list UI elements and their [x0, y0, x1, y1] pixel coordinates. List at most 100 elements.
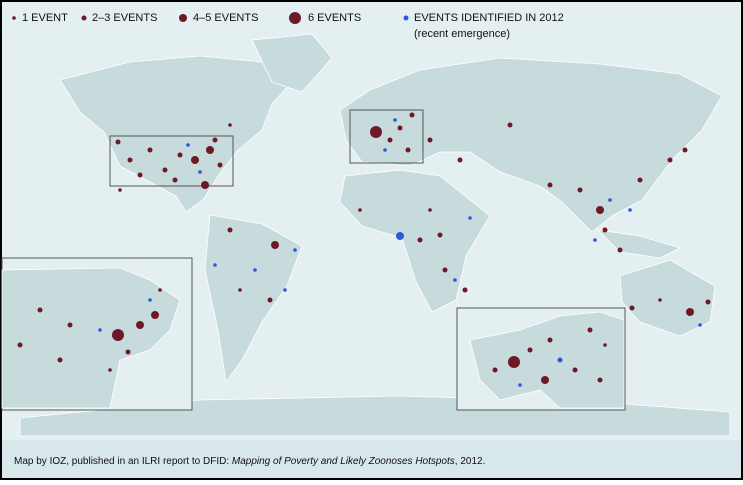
event-dot	[527, 347, 533, 353]
event-dot	[453, 278, 457, 282]
event-dot	[417, 237, 423, 243]
event-dot	[147, 147, 153, 153]
event-dot	[57, 357, 63, 363]
event-dot	[603, 343, 607, 347]
event-dot	[227, 227, 233, 233]
caption-bar	[2, 440, 741, 478]
legend-note: (recent emergence)	[414, 28, 510, 40]
event-dot	[148, 298, 152, 302]
event-dot	[358, 208, 362, 212]
event-dot	[596, 206, 604, 214]
event-dot	[593, 238, 597, 242]
event-dot	[457, 157, 463, 163]
event-dot	[118, 188, 122, 192]
event-dot	[698, 323, 702, 327]
event-dot	[253, 268, 257, 272]
caption-suffix: , 2012.	[455, 456, 486, 467]
event-dot	[198, 170, 202, 174]
caption: Map by IOZ, published in an ILRI report …	[14, 456, 485, 467]
event-dot	[37, 307, 43, 313]
event-dot	[597, 377, 603, 383]
greenland	[251, 33, 333, 93]
event-dot	[628, 208, 632, 212]
caption-prefix: Map by IOZ, published in an ILRI report …	[14, 456, 232, 467]
event-dot	[238, 288, 242, 292]
legend-dot	[12, 16, 16, 20]
event-dot	[428, 208, 432, 212]
legend: 1 EVENT 2–3 EVENTS 4–5 EVENTS 6 EVENTS E…	[12, 12, 564, 40]
event-dot	[293, 248, 297, 252]
event-dot	[617, 247, 623, 253]
event-dot	[67, 322, 73, 328]
event-dot	[397, 125, 403, 131]
event-dot	[508, 356, 520, 368]
event-dot	[682, 147, 688, 153]
us-region-box	[109, 135, 234, 187]
event-dot	[427, 137, 433, 143]
event-dot	[468, 216, 472, 220]
event-dot	[108, 368, 112, 372]
legend-label: 6 EVENTS	[308, 12, 361, 24]
event-dot	[462, 287, 468, 293]
event-dot	[125, 349, 131, 355]
inset-land	[469, 311, 625, 409]
event-dot	[393, 118, 397, 122]
event-dot	[437, 232, 443, 238]
event-dot	[409, 112, 415, 118]
africa	[339, 169, 491, 313]
us-inset	[1, 257, 193, 411]
legend-dot	[403, 15, 409, 21]
event-dot	[547, 182, 553, 188]
event-dot	[201, 181, 209, 189]
event-dot	[177, 152, 183, 158]
event-dot	[396, 232, 404, 240]
legend-label: 4–5 EVENTS	[193, 12, 258, 24]
legend-dot	[81, 15, 87, 21]
event-dot	[518, 383, 522, 387]
event-dot	[267, 297, 273, 303]
event-dot	[186, 143, 190, 147]
event-dot	[137, 172, 143, 178]
event-dot	[151, 311, 159, 319]
legend-dot	[179, 14, 187, 22]
event-dot	[112, 329, 124, 341]
legend-label: 2–3 EVENTS	[92, 12, 157, 24]
event-dot	[158, 288, 162, 292]
legend-dot	[289, 12, 301, 24]
event-dot	[541, 376, 549, 384]
europe-inset	[456, 307, 626, 411]
eurasia	[339, 57, 723, 233]
event-dot	[705, 299, 711, 305]
event-dot	[442, 267, 448, 273]
event-dot	[629, 305, 635, 311]
event-dot	[658, 298, 662, 302]
legend-label: 1 EVENT	[22, 12, 68, 24]
event-dot	[191, 156, 199, 164]
event-dot	[405, 147, 411, 153]
event-dot	[98, 328, 102, 332]
event-dot	[547, 337, 553, 343]
event-dot	[17, 342, 23, 348]
event-dot	[115, 139, 121, 145]
south-america	[204, 214, 303, 384]
event-dot	[283, 288, 287, 292]
event-dot	[383, 148, 387, 152]
event-dot	[370, 126, 382, 138]
event-dot	[217, 162, 223, 168]
event-dot	[667, 157, 673, 163]
event-dot	[492, 367, 498, 373]
event-dot	[602, 227, 608, 233]
event-dot	[172, 177, 178, 183]
event-dot	[637, 177, 643, 183]
event-dot	[577, 187, 583, 193]
event-dot	[686, 308, 694, 316]
event-dot	[507, 122, 513, 128]
australia	[619, 259, 716, 337]
event-dots	[17, 112, 711, 387]
event-dot	[136, 321, 144, 329]
europe-region-box	[349, 109, 424, 164]
event-dot	[127, 157, 133, 163]
event-dot	[557, 357, 563, 363]
indonesia	[596, 229, 682, 259]
